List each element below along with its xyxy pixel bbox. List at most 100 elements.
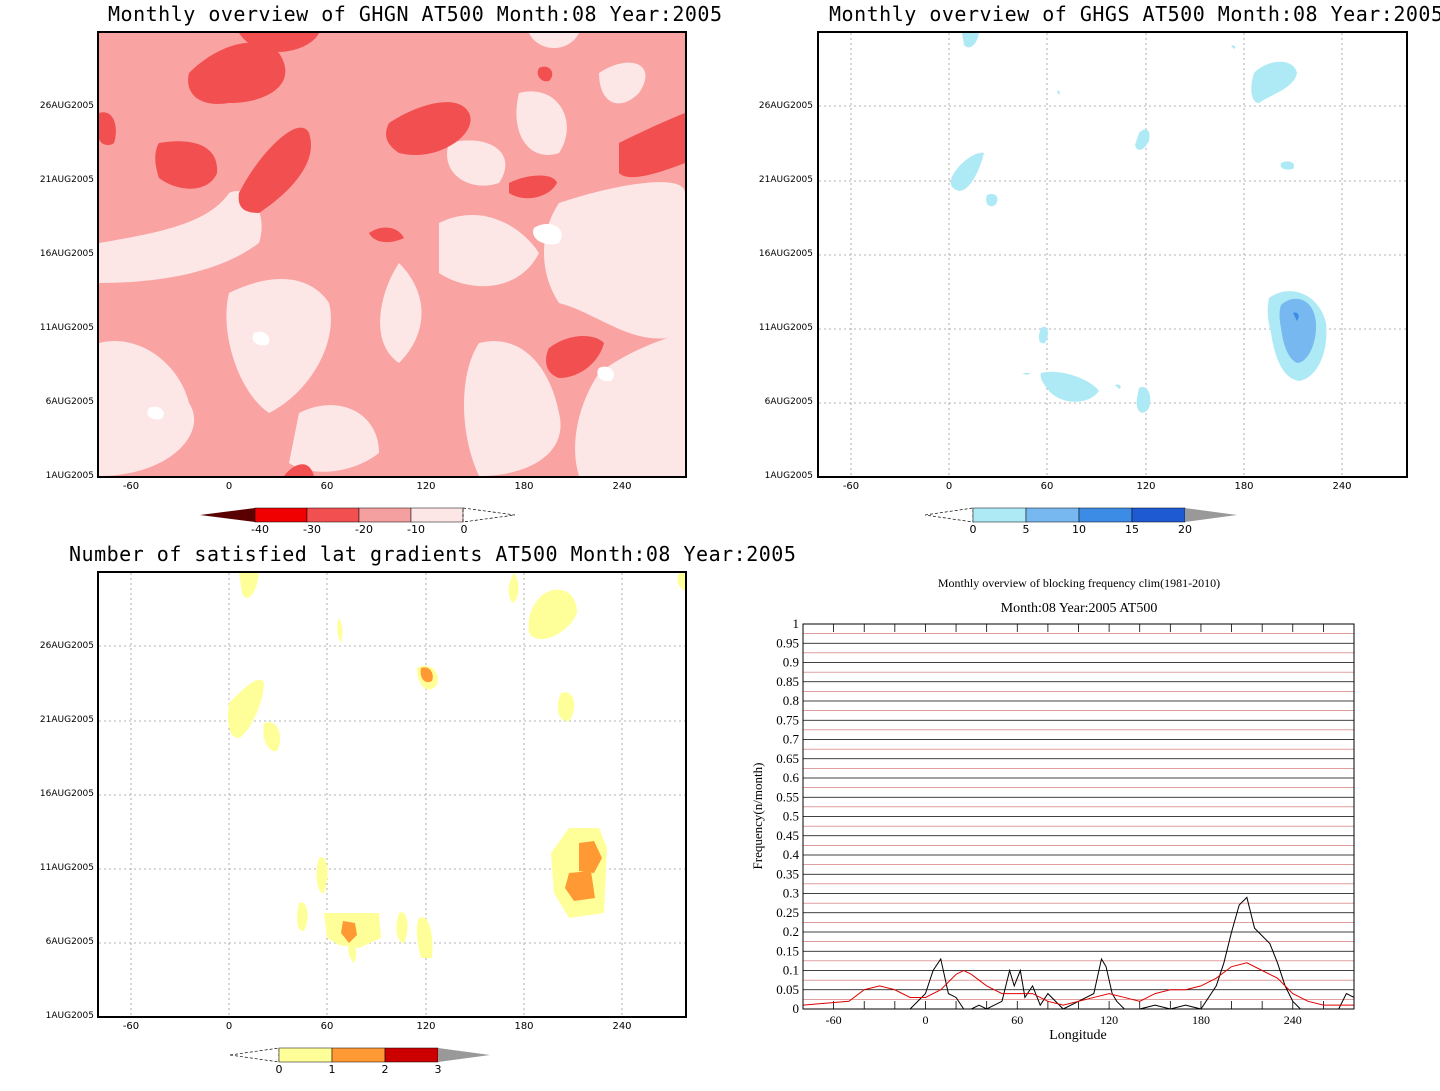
y-tick-label: 0.85	[776, 674, 799, 689]
y-tick-label: 0.6	[783, 770, 800, 785]
colorbar-label: 5	[1022, 523, 1030, 536]
y-tick: 1AUG2005	[45, 471, 94, 481]
colorbar-label: 0	[969, 523, 977, 536]
y-tick: 21AUG2005	[758, 175, 813, 185]
chart-subtitle: Month:08 Year:2005 AT500	[1001, 601, 1158, 616]
x-tick: 60	[320, 1021, 334, 1032]
y-tick: 26AUG2005	[39, 101, 94, 111]
ghgs-field	[819, 33, 1406, 476]
y-tick: 1AUG2005	[764, 471, 813, 481]
latgrad-field	[99, 573, 685, 1016]
x-tick: -60	[122, 481, 140, 492]
y-tick-label: 0.75	[776, 712, 799, 727]
y-axis-label: Frequency(n/month)	[750, 763, 765, 870]
ghgn-field	[99, 33, 685, 476]
colorbar-label: -20	[355, 523, 373, 536]
y-tick-label: 0.95	[776, 635, 799, 650]
colorbar-label: -40	[251, 523, 269, 536]
y-tick: 26AUG2005	[39, 641, 94, 651]
y-tick-label: 0.3	[783, 886, 799, 901]
x-tick-label: 60	[1011, 1013, 1023, 1027]
y-tick-label: 0.55	[776, 789, 799, 804]
y-tick-label: 0.35	[776, 866, 799, 881]
y-tick: 6AUG2005	[764, 397, 813, 407]
y-tick: 16AUG2005	[39, 789, 94, 799]
x-tick: 0	[225, 481, 233, 492]
y-tick: 6AUG2005	[45, 937, 94, 947]
x-tick: 120	[416, 1021, 436, 1032]
series-line-1	[802, 962, 1354, 1006]
x-tick: 0	[225, 1021, 233, 1032]
ghgn-colorbar	[200, 507, 516, 523]
y-tick-label: 0.2	[783, 924, 799, 939]
y-axis: 0 0.05 0.1 0.15 0.2 0.25 0.3 0.35 0.4 0.45 0.5 0.55…	[776, 616, 799, 1016]
ghgs-plot	[817, 31, 1408, 478]
y-tick-label: 0.8	[783, 693, 799, 708]
y-tick-label: 0	[793, 1001, 800, 1016]
y-tick-label: 1	[793, 616, 800, 631]
x-tick-label: 240	[1284, 1013, 1302, 1027]
panel2-title: Monthly overview of GHGS AT500 Month:08 …	[829, 2, 1440, 26]
y-tick-label: 0.7	[783, 732, 800, 747]
x-tick: 240	[612, 1021, 632, 1032]
panel1-title: Monthly overview of GHGN AT500 Month:08 …	[108, 2, 723, 26]
x-tick: 60	[1040, 481, 1054, 492]
x-tick: 120	[1136, 481, 1156, 492]
y-tick-label: 0.05	[776, 982, 799, 997]
x-tick: 240	[612, 481, 632, 492]
y-tick-label: 0.1	[783, 963, 799, 978]
colorbar-label: 1	[328, 1063, 336, 1076]
colorbar-label: -10	[407, 523, 425, 536]
y-tick: 26AUG2005	[758, 101, 813, 111]
chart-title: Monthly overview of blocking frequency c…	[938, 576, 1220, 590]
plot-frame	[802, 623, 1355, 1010]
x-tick: 180	[514, 481, 534, 492]
latgrad-colorbar	[230, 1047, 490, 1063]
colorbar-label: 0	[460, 523, 468, 536]
x-tick-label: -60	[826, 1013, 842, 1027]
x-tick: 0	[945, 481, 953, 492]
x-tick: -60	[842, 481, 860, 492]
y-tick-label: 0.25	[776, 905, 799, 920]
y-tick: 16AUG2005	[758, 249, 813, 259]
y-tick-label: 0.9	[783, 655, 799, 670]
x-tick-label: 120	[1100, 1013, 1118, 1027]
y-tick-label: 0.15	[776, 943, 799, 958]
y-tick: 21AUG2005	[39, 715, 94, 725]
x-tick: 120	[416, 481, 436, 492]
y-tick: 16AUG2005	[39, 249, 94, 259]
y-tick: 11AUG2005	[39, 863, 94, 873]
ghgs-colorbar	[925, 507, 1237, 523]
y-tick: 6AUG2005	[45, 397, 94, 407]
blocking-frequency-chart: Monthly overview of blocking frequency c…	[750, 576, 1355, 1043]
latgrad-plot	[97, 571, 687, 1018]
y-tick: 21AUG2005	[39, 175, 94, 185]
colorbar-label: 10	[1072, 523, 1086, 536]
colorbar-label: 0	[275, 1063, 283, 1076]
y-tick: 11AUG2005	[758, 323, 813, 333]
x-axis-label: Longitude	[1049, 1028, 1107, 1043]
y-tick-label: 0.4	[783, 847, 800, 862]
series-line-0	[803, 896, 1355, 1010]
x-tick: 180	[514, 1021, 534, 1032]
x-tick: 180	[1234, 481, 1254, 492]
x-tick-label: 0	[922, 1013, 928, 1027]
colorbar-label: 20	[1178, 523, 1192, 536]
colorbar-label: 15	[1125, 523, 1139, 536]
ghgn-plot	[97, 31, 687, 478]
grid	[803, 623, 1354, 1010]
y-tick-label: 0.65	[776, 751, 799, 766]
colorbar-label: -30	[303, 523, 321, 536]
x-tick-label: 180	[1192, 1013, 1210, 1027]
y-tick: 11AUG2005	[39, 323, 94, 333]
x-axis: -60 0 60 120 180 240	[826, 624, 1355, 1027]
panel3-title: Number of satisfied lat gradients AT500 …	[69, 542, 797, 566]
y-tick-label: 0.5	[783, 809, 799, 824]
colorbar-label: 3	[434, 1063, 442, 1076]
series-lines	[802, 896, 1355, 1010]
x-tick: -60	[122, 1021, 140, 1032]
y-tick: 1AUG2005	[45, 1011, 94, 1021]
x-tick: 60	[320, 481, 334, 492]
colorbar-label: 2	[381, 1063, 389, 1076]
y-tick-label: 0.45	[776, 828, 799, 843]
